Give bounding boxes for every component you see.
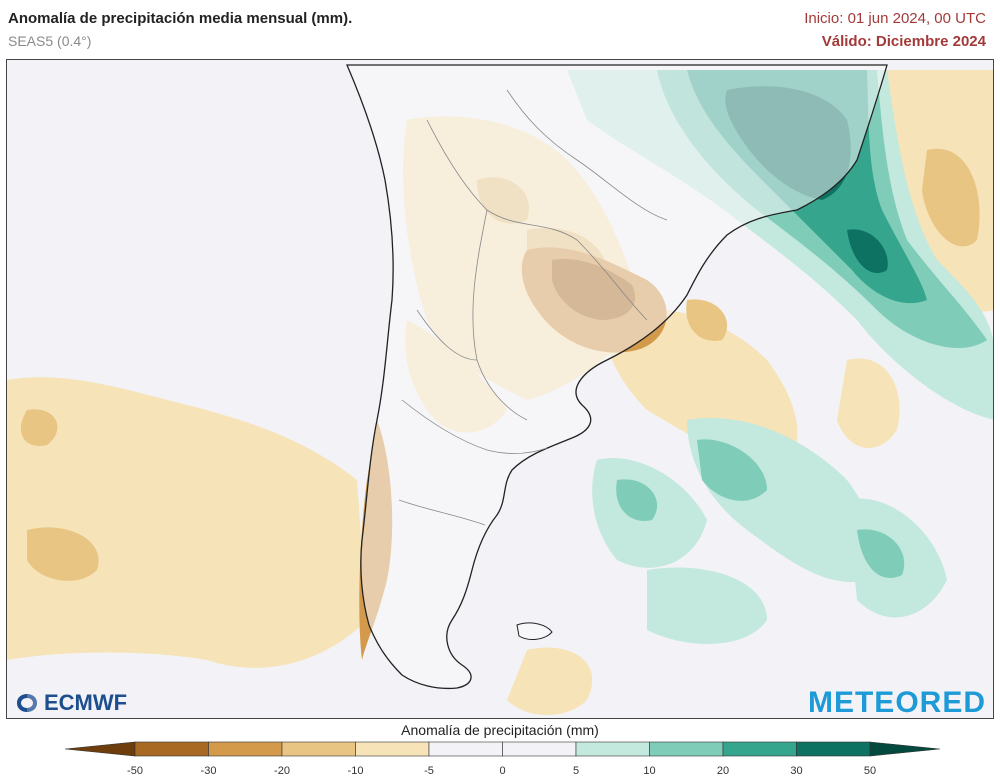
model-subtitle: SEAS5 (0.4°) bbox=[8, 33, 92, 49]
legend-swatch bbox=[649, 741, 724, 757]
legend-swatch bbox=[355, 741, 430, 757]
legend-ticks: -50 -30 -20 -10 -5 0 5 10 20 30 50 bbox=[127, 765, 876, 777]
legend-swatch bbox=[796, 741, 871, 757]
legend-swatch bbox=[502, 741, 577, 757]
legend-swatch bbox=[281, 741, 356, 757]
legend-tick-label: -50 bbox=[127, 765, 143, 777]
color-legend: -50 -30 -20 -10 -5 0 5 10 20 30 50 bbox=[64, 741, 941, 777]
map-title: Anomalía de precipitación media mensual … bbox=[8, 10, 353, 27]
legend-tick-label: -5 bbox=[424, 765, 434, 777]
legend-tick-label: -20 bbox=[274, 765, 290, 777]
map-canvas bbox=[7, 60, 993, 718]
legend-tick-label: 50 bbox=[864, 765, 876, 777]
legend-swatch bbox=[575, 741, 650, 757]
legend-tick-label: 0 bbox=[499, 765, 505, 777]
legend-swatch bbox=[134, 741, 209, 757]
init-date: Inicio: 01 jun 2024, 00 UTC bbox=[804, 10, 986, 27]
precipitation-anomaly-map bbox=[6, 59, 994, 719]
legend-tick-label: 20 bbox=[717, 765, 729, 777]
valid-date: Válido: Diciembre 2024 bbox=[821, 33, 986, 50]
legend-bar bbox=[64, 741, 941, 757]
legend-swatch bbox=[208, 741, 283, 757]
legend-tick-label: 10 bbox=[643, 765, 655, 777]
legend-swatch bbox=[722, 741, 797, 757]
ecmwf-mark-icon bbox=[17, 694, 37, 712]
legend-title: Anomalía de precipitación (mm) bbox=[401, 722, 599, 738]
coastline bbox=[346, 64, 888, 690]
ecmwf-logo-text: ECMWF bbox=[44, 690, 128, 715]
ecmwf-logo: ECMWF bbox=[14, 690, 127, 716]
legend-tick-label: 5 bbox=[573, 765, 579, 777]
legend-swatch bbox=[428, 741, 503, 757]
legend-extend-right bbox=[869, 741, 941, 757]
legend-tick-label: 30 bbox=[790, 765, 802, 777]
legend-tick-label: -10 bbox=[348, 765, 364, 777]
country-borders bbox=[398, 89, 668, 526]
meteored-logo: METEORED bbox=[807, 686, 986, 719]
legend-extend-left bbox=[64, 741, 136, 757]
legend-tick-label: -30 bbox=[201, 765, 217, 777]
falkland-islands bbox=[516, 622, 553, 640]
